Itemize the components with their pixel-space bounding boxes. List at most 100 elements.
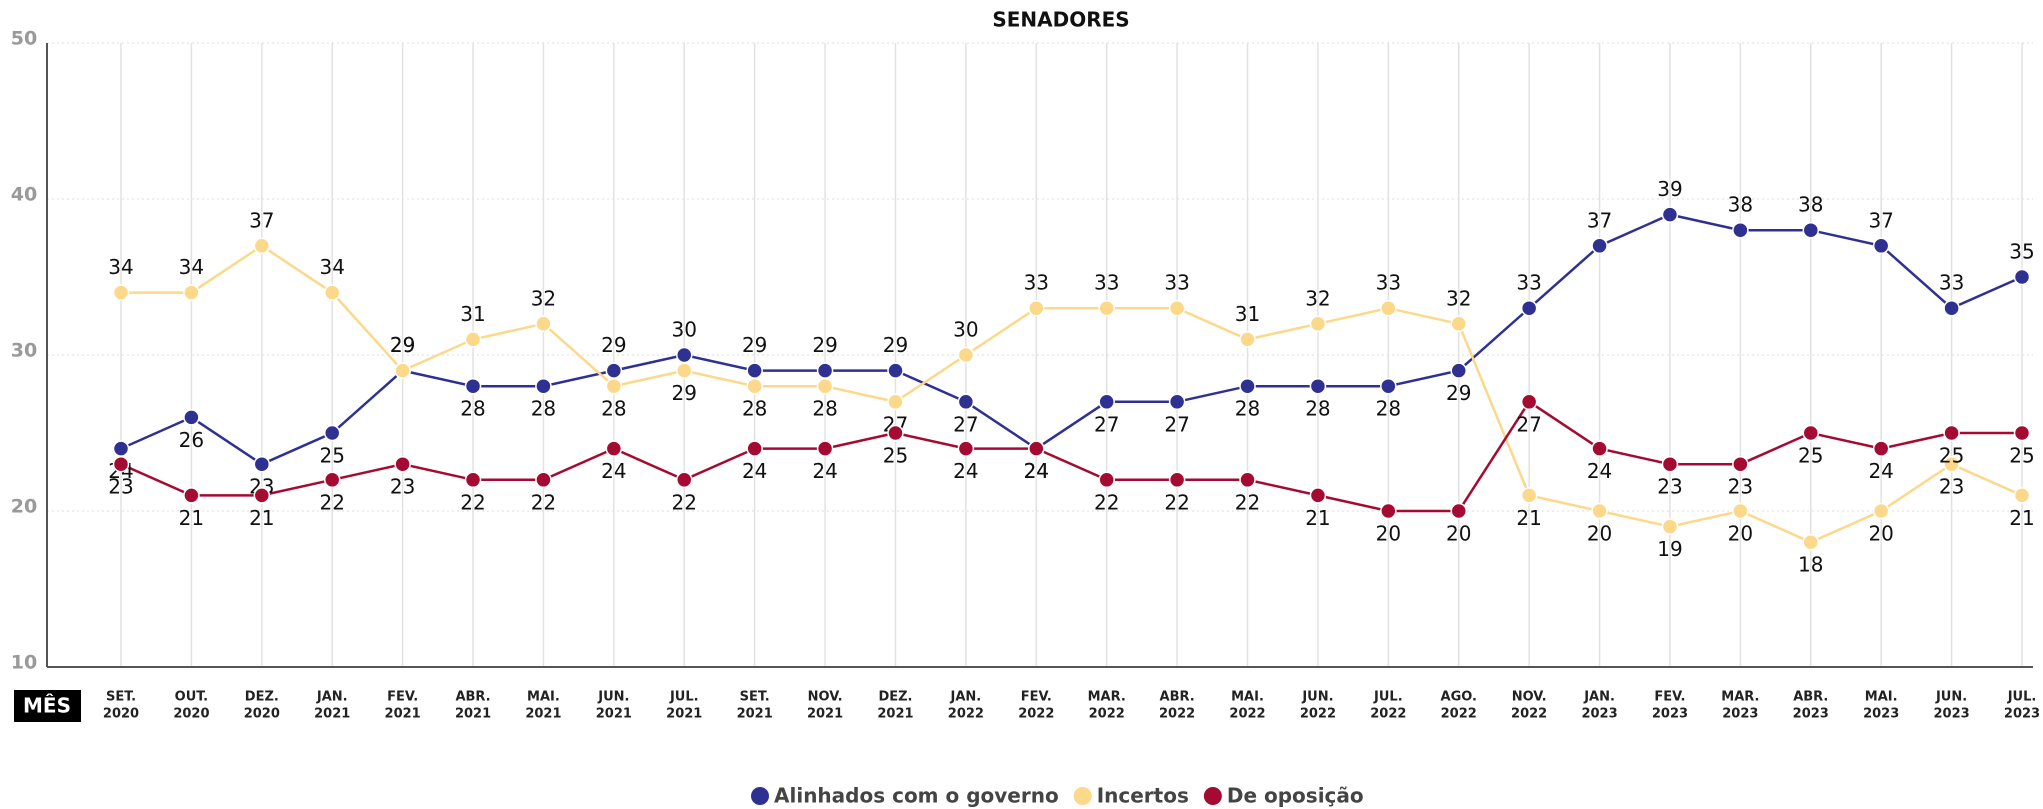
point bbox=[394, 362, 411, 379]
point bbox=[1520, 299, 1538, 317]
data-label: 30 bbox=[672, 318, 697, 342]
x-tick-label: ABR. bbox=[1160, 690, 1195, 705]
x-tick-label: 2022 bbox=[1370, 707, 1406, 722]
data-label: 28 bbox=[1305, 397, 1330, 421]
point bbox=[676, 362, 693, 379]
point bbox=[1239, 377, 1256, 395]
x-tick-label: ABR. bbox=[455, 690, 490, 705]
data-label: 24 bbox=[742, 459, 767, 483]
data-label: 31 bbox=[1235, 302, 1260, 326]
chart-title: SENADORES bbox=[992, 8, 1129, 32]
data-label: 21 bbox=[1305, 506, 1330, 530]
point bbox=[1380, 502, 1397, 520]
x-tick-label: 2022 bbox=[948, 707, 984, 722]
data-label: 38 bbox=[1798, 193, 1823, 217]
point bbox=[112, 284, 130, 301]
x-tick-label: JUN. bbox=[597, 690, 629, 705]
point bbox=[1943, 299, 1960, 317]
point bbox=[1450, 315, 1467, 333]
point bbox=[746, 362, 763, 379]
data-label: 24 bbox=[1024, 459, 1049, 483]
point bbox=[1661, 455, 1679, 473]
x-tick-label: 2021 bbox=[596, 707, 632, 722]
data-label: 25 bbox=[883, 444, 908, 468]
point bbox=[816, 362, 834, 379]
point bbox=[1802, 533, 1820, 551]
point bbox=[464, 471, 482, 489]
point bbox=[183, 409, 200, 426]
point bbox=[605, 377, 623, 395]
data-label: 24 bbox=[1024, 459, 1049, 483]
point bbox=[1872, 440, 1890, 457]
data-label: 33 bbox=[1516, 271, 1541, 295]
x-tick-label: 2023 bbox=[1652, 707, 1688, 722]
data-label: 24 bbox=[812, 459, 837, 483]
y-tick-label: 10 bbox=[11, 652, 37, 674]
x-tick-label: 2020 bbox=[103, 707, 139, 722]
x-tick-label: JUL. bbox=[669, 690, 699, 705]
point bbox=[535, 315, 552, 333]
data-label: 23 bbox=[108, 475, 133, 499]
point bbox=[1380, 377, 1397, 395]
data-label: 37 bbox=[1868, 208, 1893, 232]
x-tick-label: JAN. bbox=[1583, 690, 1615, 705]
point bbox=[464, 331, 482, 348]
point bbox=[1309, 315, 1327, 333]
data-label: 18 bbox=[1798, 553, 1823, 577]
point bbox=[1732, 502, 1749, 520]
point bbox=[1168, 299, 1186, 317]
data-label: 23 bbox=[1657, 475, 1682, 499]
point bbox=[1028, 299, 1045, 317]
x-tick-label: 2021 bbox=[525, 707, 561, 722]
point bbox=[1802, 424, 1820, 442]
point bbox=[605, 440, 623, 457]
point bbox=[1732, 455, 1749, 473]
point bbox=[1098, 299, 1115, 317]
x-tick-label: 2023 bbox=[1933, 707, 1969, 722]
legend-marker bbox=[1073, 787, 1092, 805]
x-tick-label: MAR. bbox=[1721, 690, 1759, 705]
point bbox=[676, 346, 693, 364]
point bbox=[1450, 362, 1467, 379]
point bbox=[535, 377, 552, 395]
point bbox=[1239, 471, 1256, 489]
data-label: 20 bbox=[1868, 522, 1893, 546]
data-label: 28 bbox=[812, 397, 837, 421]
data-label: 25 bbox=[1939, 444, 1964, 468]
data-label: 21 bbox=[1516, 506, 1541, 530]
x-tick-label: JAN. bbox=[316, 690, 348, 705]
point bbox=[676, 471, 693, 489]
data-label: 22 bbox=[319, 490, 344, 514]
x-tick-label: 2021 bbox=[314, 707, 350, 722]
point bbox=[1168, 393, 1186, 411]
x-tick-label: 2020 bbox=[173, 707, 209, 722]
data-label: 28 bbox=[742, 397, 767, 421]
data-label: 22 bbox=[460, 490, 485, 514]
x-tick-label: DEZ. bbox=[878, 690, 912, 705]
point bbox=[1098, 393, 1115, 411]
data-label: 29 bbox=[390, 333, 415, 357]
point bbox=[1661, 206, 1679, 223]
data-label: 35 bbox=[2009, 240, 2034, 264]
data-label: 30 bbox=[953, 318, 978, 342]
point bbox=[253, 455, 271, 473]
point bbox=[887, 362, 904, 379]
x-tick-label: JUN. bbox=[1935, 690, 1967, 705]
point bbox=[1591, 440, 1608, 457]
x-tick-label: AGO. bbox=[1441, 690, 1477, 705]
point bbox=[1309, 377, 1327, 395]
data-label: 29 bbox=[390, 333, 415, 357]
y-tick-label: 20 bbox=[11, 496, 37, 518]
point bbox=[746, 377, 763, 395]
x-tick-label: 2021 bbox=[737, 707, 773, 722]
data-label: 33 bbox=[1094, 271, 1119, 295]
data-label: 28 bbox=[460, 397, 485, 421]
x-tick-label: 2023 bbox=[1581, 707, 1617, 722]
y-tick-label: 40 bbox=[11, 184, 37, 206]
series-line bbox=[120, 400, 2022, 513]
x-tick-label: 2021 bbox=[877, 707, 913, 722]
series-line bbox=[121, 244, 2023, 544]
x-tick-label: NOV. bbox=[808, 690, 843, 705]
legend-label: Incertos bbox=[1097, 784, 1189, 808]
data-label: 25 bbox=[2009, 444, 2034, 468]
